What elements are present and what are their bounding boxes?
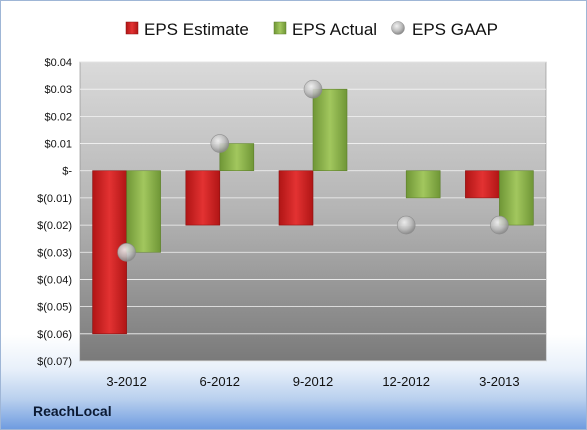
point-eps-gaap	[117, 242, 136, 262]
bar-eps-actual	[312, 88, 348, 172]
point-eps-gaap	[210, 134, 230, 153]
y-tick-label: $(0.05)	[37, 302, 72, 314]
y-tick-label: $(0.06)	[37, 329, 72, 341]
x-axis-categories: 3-2012 6-2012 9-2012 12-2012 3-2013	[106, 374, 519, 389]
gaap-points	[117, 79, 509, 262]
y-tick-label: $(0.07)	[37, 356, 72, 368]
bars	[92, 88, 534, 335]
x-category-label: 6-2012	[200, 374, 240, 389]
point-eps-gaap	[490, 215, 509, 235]
bar-eps-estimate	[185, 170, 221, 226]
legend-swatch-estimate	[125, 21, 139, 35]
x-category-label: 12-2012	[382, 374, 430, 389]
y-tick-label: $(0.04)	[37, 274, 72, 286]
legend-swatch-gaap	[391, 21, 405, 35]
x-category-label: 9-2012	[293, 374, 333, 389]
legend-swatch-actual	[273, 21, 287, 35]
y-tick-label: $0.03	[44, 84, 72, 96]
y-axis-ticks: $0.04 $0.03 $0.02 $0.01 $- $(0.01) $(0.02) $(0.…	[37, 57, 72, 368]
brand-label: ReachLocal	[33, 403, 112, 419]
x-category-label: 3-2013	[479, 374, 519, 389]
bar-eps-actual	[126, 170, 161, 253]
y-tick-label: $(0.03)	[37, 247, 72, 259]
y-tick-label: $0.01	[44, 139, 72, 151]
y-tick-label: $(0.02)	[37, 220, 72, 232]
x-category-label: 3-2012	[106, 374, 146, 389]
y-tick-label: $0.02	[44, 111, 72, 123]
bar-eps-actual	[405, 170, 441, 199]
bar-eps-estimate	[465, 170, 500, 199]
legend-label-gaap: EPS GAAP	[412, 20, 498, 39]
y-tick-label: $(0.01)	[37, 193, 72, 205]
legend: EPS Estimate EPS Actual EPS GAAP	[125, 20, 498, 39]
bar-eps-actual	[499, 170, 534, 226]
point-eps-gaap	[396, 215, 416, 235]
legend-label-actual: EPS Actual	[292, 20, 377, 39]
legend-label-estimate: EPS Estimate	[144, 20, 249, 39]
y-tick-label: $0.04	[44, 57, 72, 69]
bar-eps-estimate	[278, 170, 314, 226]
point-eps-gaap	[303, 79, 323, 99]
y-tick-label: $-	[62, 166, 72, 178]
